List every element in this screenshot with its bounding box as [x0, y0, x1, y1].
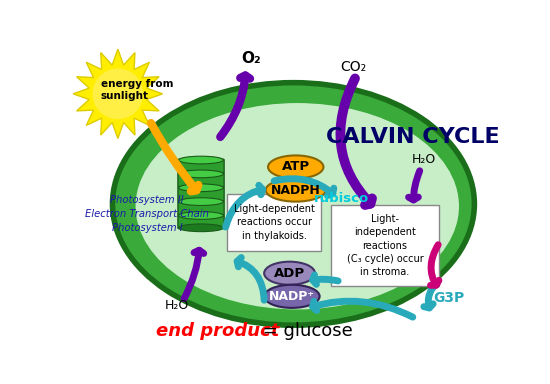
Text: CALVIN CYCLE: CALVIN CYCLE	[326, 127, 499, 147]
Text: = glucose: = glucose	[257, 322, 353, 340]
Text: O₂: O₂	[241, 51, 261, 66]
Text: Light-dependent
reactions occur
in thylakoids.: Light-dependent reactions occur in thyla…	[234, 204, 315, 241]
FancyBboxPatch shape	[227, 194, 321, 251]
Text: H₂O: H₂O	[412, 153, 437, 166]
Ellipse shape	[179, 170, 223, 178]
Text: CO₂: CO₂	[340, 60, 366, 74]
Text: energy from
sunlight: energy from sunlight	[101, 79, 173, 101]
Ellipse shape	[268, 156, 323, 179]
Circle shape	[94, 69, 142, 118]
Polygon shape	[73, 49, 163, 139]
Ellipse shape	[179, 184, 223, 192]
Text: Photosystem II
Electron Transport Chain
Photosystem I: Photosystem II Electron Transport Chain …	[85, 195, 209, 233]
Ellipse shape	[179, 224, 223, 232]
Ellipse shape	[264, 285, 320, 308]
Ellipse shape	[264, 262, 315, 285]
Text: G3P: G3P	[433, 291, 465, 305]
Text: NADP⁺: NADP⁺	[269, 290, 315, 303]
Text: NADPH: NADPH	[271, 184, 321, 197]
Text: end product: end product	[156, 322, 279, 340]
Ellipse shape	[112, 83, 474, 325]
Ellipse shape	[135, 103, 459, 310]
Text: ADP: ADP	[274, 267, 305, 280]
FancyBboxPatch shape	[178, 159, 224, 173]
Text: ATP: ATP	[282, 161, 310, 174]
Ellipse shape	[179, 198, 223, 205]
Text: Light-
independent
reactions
(C₃ cycle) occur
in stroma.: Light- independent reactions (C₃ cycle) …	[346, 214, 424, 277]
Ellipse shape	[266, 179, 326, 202]
Ellipse shape	[179, 212, 223, 219]
Ellipse shape	[179, 156, 223, 164]
Text: rubisco: rubisco	[314, 192, 369, 205]
FancyBboxPatch shape	[178, 187, 224, 201]
FancyBboxPatch shape	[331, 205, 439, 286]
FancyBboxPatch shape	[178, 215, 224, 228]
FancyBboxPatch shape	[178, 173, 224, 187]
Text: H₂O: H₂O	[164, 300, 189, 313]
FancyBboxPatch shape	[178, 201, 224, 215]
